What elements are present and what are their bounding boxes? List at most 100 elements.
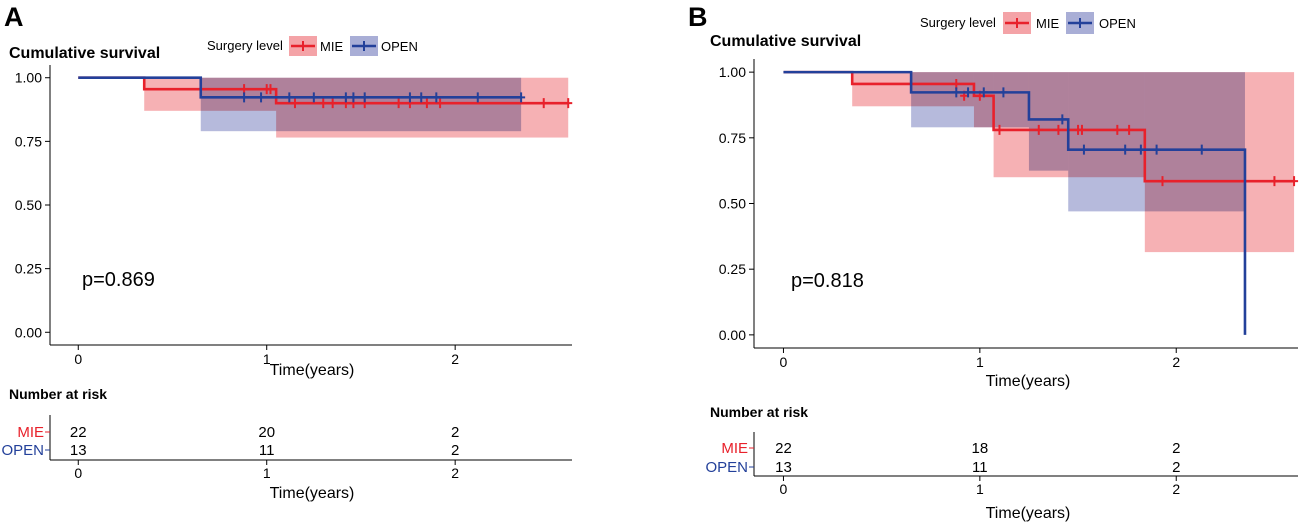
chart-title: Cumulative survival (9, 45, 160, 62)
risk-x-axis-label: Time(years) (986, 505, 1071, 522)
legend-label-mie: MIE (320, 39, 343, 54)
chart-title: Cumulative survival (710, 33, 861, 50)
y-tick-label: 0.00 (15, 324, 42, 340)
censor-mark-open (1121, 144, 1130, 155)
censor-mark-mie (290, 98, 299, 109)
risk-x-tick-label: 0 (780, 481, 788, 497)
ci-band-open (1068, 72, 1245, 212)
censor-mark-mie (564, 98, 573, 109)
censor-mark-open (405, 92, 414, 103)
censor-mark-mie (1077, 124, 1086, 135)
censor-mark-open (1079, 144, 1088, 155)
risk-x-tick-label: 0 (74, 465, 82, 481)
censor-mark-open (257, 92, 266, 103)
panel-label: B (688, 2, 708, 32)
legend-label-open: OPEN (1099, 16, 1136, 31)
y-tick-label: 0.25 (719, 261, 746, 277)
censor-mark-open (341, 92, 350, 103)
x-tick-label: 0 (74, 351, 82, 367)
risk-count: 11 (972, 459, 988, 476)
censor-mark-open (417, 92, 426, 103)
censor-mark-mie (539, 98, 548, 109)
risk-count: 2 (1172, 440, 1180, 457)
risk-count: 2 (451, 442, 459, 459)
y-tick-label: 0.00 (719, 327, 746, 343)
censor-mark-mie (1270, 176, 1279, 187)
censor-mark-open (964, 87, 973, 98)
risk-count: 2 (451, 424, 459, 441)
censor-mark-open (1136, 144, 1145, 155)
x-axis-label: Time(years) (270, 362, 355, 379)
censor-mark-open (473, 92, 482, 103)
risk-table-title: Number at risk (710, 404, 808, 420)
plot-area: 0.00 0.25 0.50 0.75 1.00 0 1 2 (15, 65, 573, 367)
censor-mark-mie (952, 78, 961, 89)
censor-mark-open (979, 87, 988, 98)
censor-mark-mie (1290, 176, 1299, 187)
p-value: p=0.869 (82, 269, 155, 291)
censor-mark-open (309, 92, 318, 103)
censor-mark-open (517, 92, 526, 103)
censor-mark-open (1152, 144, 1161, 155)
censor-mark-open (285, 92, 294, 103)
ci-band-open (911, 72, 1029, 128)
km-chart-a: A Cumulative survival Surgery level MIE … (1, 2, 573, 502)
panel-a: A Cumulative survival Surgery level MIE … (1, 2, 573, 502)
risk-count: 18 (972, 440, 989, 457)
censor-mark-open (952, 87, 961, 98)
legend-title: Surgery level (207, 38, 283, 53)
censor-mark-open (349, 92, 358, 103)
censor-mark-open (1197, 144, 1206, 155)
censor-mark-mie (394, 98, 403, 109)
y-tick-label: 1.00 (15, 70, 42, 86)
risk-count: 22 (775, 440, 792, 457)
ci-band-mie (144, 77, 201, 111)
risk-x-tick-label: 2 (1172, 481, 1180, 497)
risk-row-label-mie: MIE (17, 424, 44, 441)
y-tick-label: 0.50 (15, 197, 42, 213)
censor-mark-mie (266, 84, 275, 95)
x-tick-label: 2 (451, 351, 459, 367)
legend-label-mie: MIE (1036, 16, 1059, 31)
censor-mark-open (360, 92, 369, 103)
x-tick-label: 0 (780, 354, 788, 370)
legend-label-open: OPEN (381, 39, 418, 54)
risk-x-tick-label: 2 (451, 465, 459, 481)
panel-label: A (4, 2, 24, 32)
legend: Surgery level MIE OPEN (920, 12, 1136, 34)
y-tick-label: 0.25 (15, 261, 42, 277)
censor-mark-open (999, 87, 1008, 98)
legend-title: Surgery level (920, 15, 996, 30)
risk-x-tick-label: 1 (263, 465, 271, 481)
survival-line-open (783, 70, 1247, 335)
panel-b: B Cumulative survival Surgery level MIE … (650, 0, 1299, 523)
risk-count: 13 (775, 459, 792, 476)
censor-mark-mie (328, 98, 337, 109)
censor-mark-open (240, 92, 249, 103)
censor-mark-mie (1113, 124, 1122, 135)
censor-mark-mie (1034, 124, 1043, 135)
x-tick-label: 1 (263, 351, 271, 367)
risk-table: MIE 22 18 2 OPEN 13 11 2 0 1 2 (705, 432, 1298, 497)
y-tick-label: 0.50 (719, 196, 746, 212)
y-tick-label: 1.00 (719, 64, 746, 80)
x-tick-label: 1 (976, 354, 984, 370)
censor-mark-open (432, 92, 441, 103)
risk-row-label-mie: MIE (721, 440, 748, 457)
x-axis-label: Time(years) (986, 373, 1071, 390)
censor-mark-mie (1054, 124, 1063, 135)
censor-mark-mie (436, 98, 445, 109)
risk-x-axis-label: Time(years) (270, 485, 355, 502)
risk-count: 22 (70, 424, 87, 441)
risk-count: 13 (70, 442, 87, 459)
p-value: p=0.818 (791, 270, 864, 292)
risk-x-tick-label: 1 (976, 481, 984, 497)
y-tick-label: 0.75 (719, 130, 746, 146)
x-tick-label: 2 (1172, 354, 1180, 370)
km-chart-b: B Cumulative survival Surgery level MIE … (688, 2, 1299, 522)
risk-table-title: Number at risk (9, 386, 107, 402)
risk-count: 11 (259, 442, 275, 459)
censor-mark-mie (319, 98, 328, 109)
censor-mark-mie (422, 98, 431, 109)
